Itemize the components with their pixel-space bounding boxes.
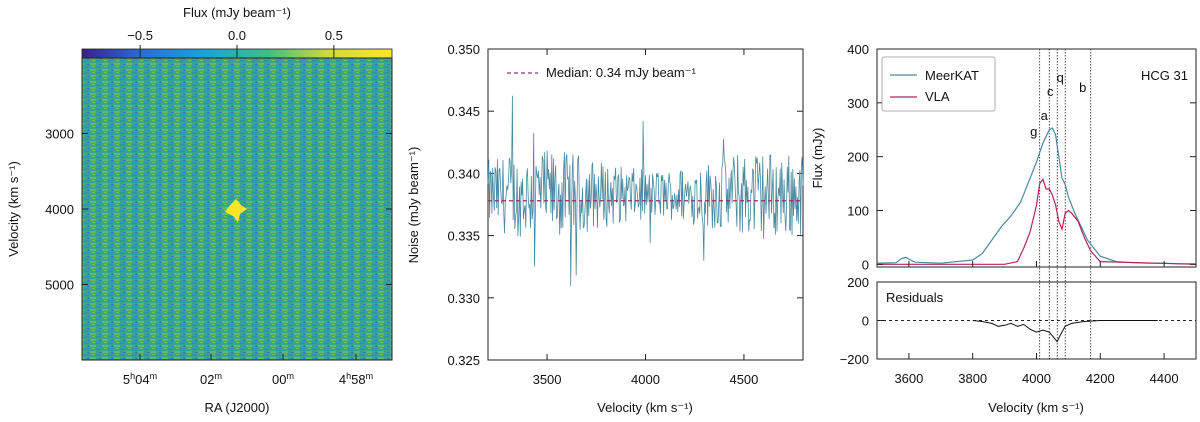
spectra-x-tick-label: 3800: [958, 371, 987, 386]
heatmap-x-ticks: 5h04m 02m 00m 4h58m: [123, 354, 373, 387]
spectra-axis-ticks: 0 100 200 300 400 −200 0 200 3600 3800 4000 4200 440…: [840, 42, 1196, 386]
noise-y-tick-label: 0.345: [447, 104, 480, 119]
residuals-label: Residuals: [886, 290, 944, 305]
colorbar-tick-label: −0.5: [127, 28, 153, 43]
heatmap-y-tick-label: 4000: [45, 202, 74, 217]
heatmap-y-tick-label: 5000: [45, 278, 74, 293]
legend-label-meerkat: MeerKAT: [925, 68, 979, 83]
spectra-series: [876, 127, 1197, 265]
heatmap-y-ticks: 3000 4000 5000: [45, 127, 392, 293]
heatmap-ylabel: Velocity (km s⁻¹): [6, 161, 21, 257]
spectra-ylabel: Flux (mJy): [810, 128, 825, 189]
panel-noise: 3500 4000 4500 0.325 0.330 0.335 0.340 0.345 0.3…: [406, 42, 804, 415]
spectra-x-tick-label: 4400: [1150, 371, 1179, 386]
noise-y-tick-label: 0.335: [447, 229, 480, 244]
spectra-legend: MeerKAT VLA: [881, 56, 996, 112]
noise-xlabel: Velocity (km s⁻¹): [597, 400, 693, 415]
noise-x-tick-label: 4500: [729, 372, 758, 387]
noise-y-tick-label: 0.350: [447, 42, 480, 57]
spectra-xlabel: Velocity (km s⁻¹): [988, 400, 1084, 415]
colorbar-ticks: −0.5 0.0 0.5: [127, 28, 343, 58]
legend-label-vla: VLA: [925, 89, 950, 104]
spectra-y-tick-label: 0: [862, 257, 869, 272]
series-line-vla: [877, 178, 1197, 265]
heatmap-y-tick-label: 3000: [45, 127, 74, 142]
colorbar-tick-label: 0.0: [228, 28, 246, 43]
colorbar-tick-label: 0.5: [325, 28, 343, 43]
marker-label-g: g: [1030, 124, 1037, 139]
noise-series-line: [487, 95, 804, 287]
spectra-x-tick-label: 3600: [894, 371, 923, 386]
noise-x-tick-label: 4000: [631, 372, 660, 387]
spectra-title: HCG 31: [1141, 68, 1188, 83]
marker-label-a: a: [1041, 108, 1049, 123]
heatmap-x-tick-label: 4h58m: [339, 371, 373, 387]
marker-label-q: q: [1057, 70, 1064, 85]
noise-y-tick-label: 0.330: [447, 291, 480, 306]
panel-heatmap: −0.5 0.0 0.5 Flux (mJy beam⁻¹) 3000 4000 500…: [6, 5, 393, 415]
spectra-y-tick-label: 200: [847, 150, 869, 165]
spectra-x-tick-label: 4000: [1022, 371, 1051, 386]
noise-ylabel: Noise (mJy beam⁻¹): [406, 147, 421, 264]
hi-source-blob: [225, 199, 247, 222]
spectra-y-tick-label: 100: [847, 203, 869, 218]
heatmap-xlabel: RA (J2000): [204, 400, 269, 415]
heatmap-x-tick-label: 02m: [200, 371, 222, 387]
marker-label-c: c: [1047, 84, 1054, 99]
noise-y-tick-label: 0.325: [447, 353, 480, 368]
noise-x-tick-label: 3500: [533, 372, 562, 387]
spectra-y-tick-label: 400: [847, 42, 869, 57]
heatmap-x-tick-label: 00m: [272, 371, 294, 387]
colorbar-label: Flux (mJy beam⁻¹): [183, 5, 291, 20]
median-legend-label: Median: 0.34 mJy beam⁻¹: [546, 65, 697, 80]
residuals-y-tick-label: −200: [840, 352, 869, 367]
residuals-y-tick-label: 0: [862, 314, 869, 329]
residuals-line: [972, 320, 1158, 343]
noise-y-tick-label: 0.340: [447, 166, 480, 181]
marker-label-b: b: [1079, 80, 1086, 95]
series-line-meerkat: [876, 127, 1196, 265]
noise-axis-ticks: 3500 4000 4500 0.325 0.330 0.335 0.340 0.345 0.3…: [447, 42, 803, 387]
spectra-y-tick-label: 300: [847, 96, 869, 111]
residuals-y-tick-label: 200: [847, 275, 869, 290]
heatmap-x-tick-label: 5h04m: [123, 371, 157, 387]
spectra-x-tick-label: 4200: [1086, 371, 1115, 386]
